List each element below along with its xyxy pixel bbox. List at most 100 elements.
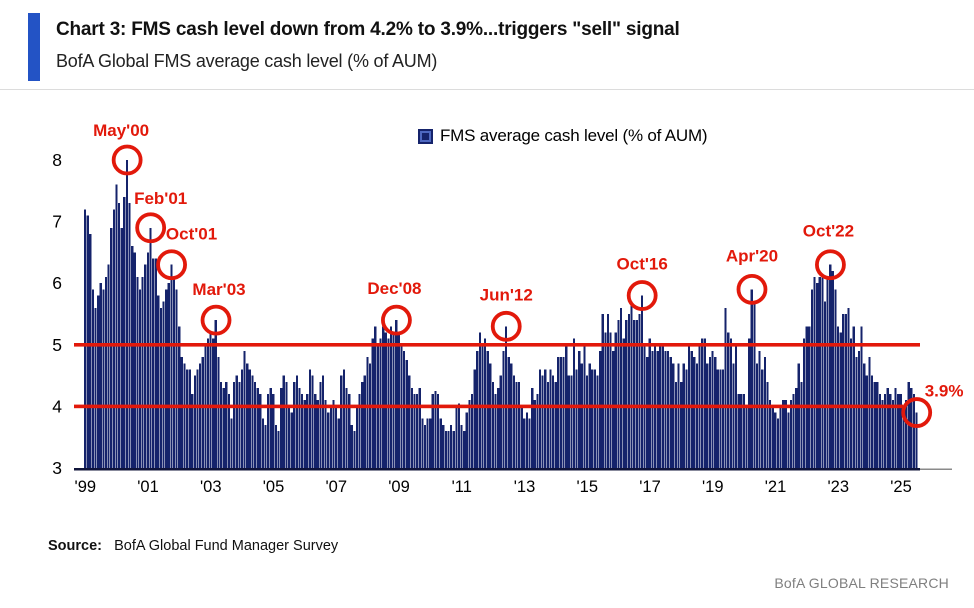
bar	[290, 412, 293, 468]
bar	[633, 320, 636, 468]
bar	[402, 350, 406, 468]
bar	[384, 332, 387, 468]
bar	[253, 381, 257, 468]
bar	[368, 363, 372, 468]
bar	[585, 375, 589, 468]
bar	[776, 418, 780, 468]
bar	[196, 369, 199, 468]
bar	[342, 369, 346, 468]
bar	[144, 264, 147, 468]
bar	[361, 381, 364, 468]
bar	[656, 350, 659, 468]
bar	[392, 332, 395, 468]
bar	[146, 252, 149, 468]
x-tick-label: '17	[639, 478, 661, 496]
bar	[314, 394, 317, 468]
bar	[261, 418, 264, 468]
bar	[531, 387, 534, 468]
bar	[596, 375, 599, 468]
bar	[727, 332, 730, 468]
bar	[324, 400, 327, 468]
bar	[732, 363, 735, 468]
bar	[842, 314, 845, 468]
bar	[541, 375, 544, 468]
bar	[348, 394, 351, 468]
bar	[337, 418, 340, 468]
bar	[622, 338, 625, 468]
bar	[554, 381, 557, 468]
annotation-circle	[200, 304, 232, 336]
reference-line-4	[74, 404, 903, 409]
bar	[823, 301, 827, 468]
bar	[677, 363, 680, 468]
bar	[340, 375, 343, 468]
bar	[667, 350, 670, 468]
bar	[878, 394, 881, 468]
bar	[112, 209, 115, 468]
bar	[910, 387, 913, 468]
bar	[549, 369, 552, 468]
bar	[536, 394, 539, 468]
bar	[332, 400, 335, 468]
annotation-circle	[626, 280, 658, 311]
y-tick-label: 4	[52, 396, 62, 416]
bar	[86, 215, 89, 468]
bar	[379, 338, 382, 468]
bar	[138, 289, 142, 468]
bar	[486, 350, 489, 468]
bar	[510, 363, 513, 468]
bar	[795, 387, 798, 468]
bar	[761, 369, 764, 468]
bar	[99, 283, 102, 468]
bar	[329, 406, 332, 468]
bar	[640, 295, 644, 468]
source-text: BofA Global Fund Manager Survey	[114, 538, 339, 554]
x-tick-label: '99	[75, 478, 97, 496]
x-tick-label: '23	[828, 478, 850, 496]
bar	[123, 196, 126, 468]
annotation-label: Oct'16	[617, 255, 668, 274]
header-accent-bar	[28, 13, 40, 81]
bar	[188, 369, 191, 468]
bar	[755, 363, 759, 468]
bar	[494, 394, 497, 468]
bar	[721, 369, 725, 468]
bar	[525, 412, 529, 468]
x-tick-label: '15	[577, 478, 599, 496]
x-tick-label: '21	[765, 478, 787, 496]
bar	[319, 381, 322, 468]
bar	[860, 326, 863, 468]
bar	[533, 400, 536, 468]
bar	[423, 424, 427, 468]
bar	[97, 295, 100, 468]
bar	[546, 381, 549, 468]
bar	[886, 387, 889, 468]
bar	[912, 394, 915, 468]
bar	[128, 203, 131, 468]
y-tick-label: 6	[52, 273, 62, 293]
bar	[682, 363, 685, 468]
bar	[863, 363, 866, 468]
bar	[617, 320, 620, 468]
bar	[293, 381, 296, 468]
branding-text: BofA GLOBAL RESEARCH	[774, 575, 949, 591]
bar	[193, 375, 197, 468]
bar	[455, 406, 458, 468]
bar	[868, 357, 871, 468]
bar	[418, 387, 421, 468]
x-tick-label: '13	[514, 478, 536, 496]
bar	[246, 363, 249, 468]
bar	[748, 338, 751, 468]
chart-title: Chart 3: FMS cash level down from 4.2% t…	[56, 19, 680, 40]
bar	[821, 277, 824, 468]
bar	[214, 320, 217, 468]
bar	[559, 357, 563, 468]
annotation-label: Apr'20	[726, 246, 778, 265]
annotation-label: May'00	[93, 121, 149, 140]
bar	[669, 357, 672, 468]
bar	[766, 381, 769, 468]
bar	[442, 424, 445, 468]
bar	[102, 289, 105, 468]
bar	[91, 289, 95, 468]
